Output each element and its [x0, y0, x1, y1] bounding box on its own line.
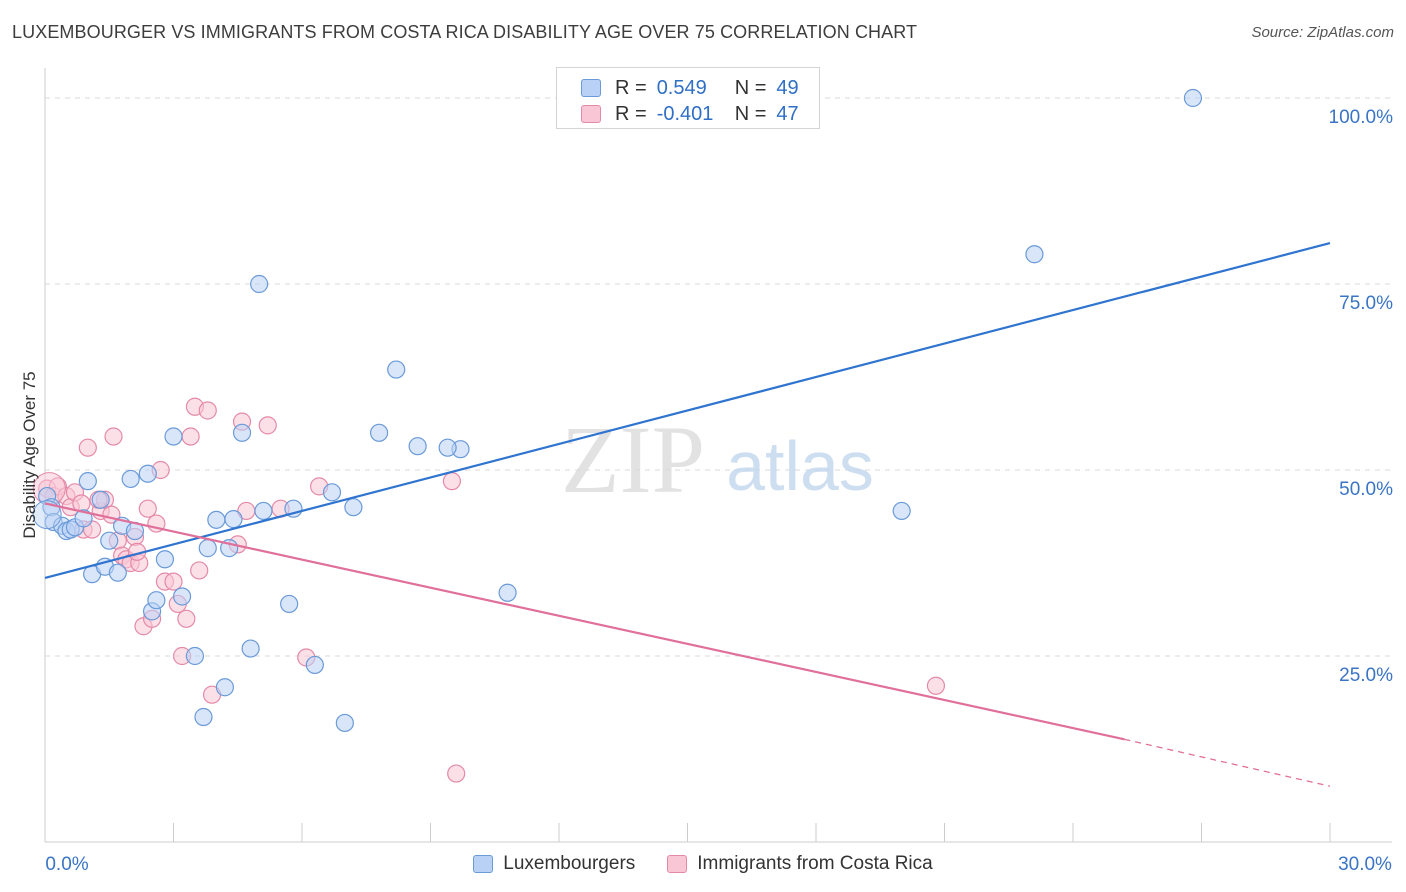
- series-legend: Luxembourgers Immigrants from Costa Rica: [0, 850, 1406, 878]
- luxembourger-point: [344, 498, 363, 517]
- y-tick-label: 25.0%: [1339, 665, 1393, 686]
- legend-swatch-blue: [581, 79, 601, 97]
- luxembourger-point: [370, 423, 389, 442]
- legend-n-label: N =: [734, 102, 767, 125]
- luxembourger-point: [155, 550, 175, 569]
- y-tick-label: 50.0%: [1339, 479, 1393, 500]
- stats-legend: R = 0.549 N = 49 R = -0.401 N = 47: [556, 67, 820, 129]
- costa-rica-point: [138, 499, 157, 518]
- chart-title: LUXEMBOURGER VS IMMIGRANTS FROM COSTA RI…: [12, 22, 918, 42]
- luxembourger-point-large: [32, 500, 62, 530]
- luxembourger-point: [498, 583, 517, 602]
- costa-rica-trend-line: [44, 502, 1125, 741]
- legend-item-label: Immigrants from Costa Rica: [697, 853, 933, 874]
- legend-row-luxembourgers: R = 0.549 N = 49: [581, 75, 799, 101]
- luxembourger-point: [164, 427, 183, 446]
- luxembourger-point: [892, 501, 911, 521]
- luxembourger-point: [198, 539, 217, 558]
- legend-r-value: -0.401: [656, 102, 714, 125]
- luxembourger-point: [250, 274, 269, 294]
- costa-rica-point: [258, 416, 277, 435]
- legend-swatch-pink: [667, 855, 688, 873]
- luxembourger-point: [1025, 245, 1044, 264]
- legend-r-label: R =: [615, 76, 647, 99]
- luxembourger-point: [207, 510, 226, 529]
- legend-r-value: 0.549: [656, 76, 707, 99]
- source-label: Source: ZipAtlas.com: [1251, 24, 1394, 41]
- legend-swatch-blue: [473, 855, 494, 873]
- series-luxembourgers-points: [32, 88, 1203, 733]
- y-tick-label: 100.0%: [1329, 107, 1394, 128]
- luxembourger-point: [172, 587, 192, 606]
- costa-rica-point: [164, 572, 183, 591]
- watermark-atlas: atlas: [726, 427, 874, 505]
- luxembourger-point: [215, 678, 234, 697]
- legend-swatch-pink: [581, 105, 601, 123]
- trend-lines: [44, 242, 1331, 787]
- luxembourger-point: [194, 707, 213, 727]
- watermark-zip: ZIP: [561, 406, 705, 513]
- costa-rica-point: [104, 427, 123, 446]
- costa-rica-point: [926, 676, 946, 695]
- luxembourger-point: [335, 713, 354, 733]
- luxembourger-point: [138, 464, 157, 483]
- costa-rica-point: [78, 438, 97, 457]
- costa-rica-point: [442, 472, 462, 491]
- legend-item-label: Luxembourgers: [503, 853, 636, 874]
- legend-n-value: 47: [776, 102, 799, 125]
- luxembourger-point: [322, 483, 342, 502]
- costa-rica-point: [447, 764, 466, 783]
- legend-n-value: 49: [776, 76, 799, 99]
- x-tick-label-min: 0.0%: [45, 854, 88, 875]
- luxembourger-point: [147, 591, 166, 610]
- y-axis-label: Disability Age Over 75: [20, 371, 39, 538]
- legend-row-costa-rica: R = -0.401 N = 47: [581, 101, 799, 127]
- x-tick-label-max: 30.0%: [1338, 854, 1392, 875]
- legend-item-costa-rica[interactable]: Immigrants from Costa Rica: [667, 853, 933, 875]
- luxembourger-point: [254, 501, 273, 521]
- luxembourger-point: [232, 423, 252, 442]
- luxembourger-point: [1183, 88, 1203, 108]
- luxembourger-point: [305, 655, 324, 675]
- luxembourger-point: [78, 472, 97, 491]
- luxembourger-point: [100, 531, 119, 550]
- luxembourger-point: [387, 360, 406, 379]
- costa-rica-trend-line-extension: [1124, 738, 1331, 787]
- costa-rica-point: [181, 427, 200, 446]
- legend-n-label: N =: [734, 76, 767, 99]
- costa-rica-point: [190, 561, 209, 580]
- luxembourger-point: [121, 469, 140, 489]
- luxembourger-point: [91, 490, 110, 509]
- luxembourger-point: [280, 594, 299, 614]
- luxembourger-point: [74, 509, 93, 528]
- luxembourger-point: [408, 437, 427, 456]
- gridlines: 25.0% 50.0% 75.0% 100.0%: [45, 97, 1394, 686]
- axes: [44, 68, 1392, 843]
- luxembourger-point: [108, 563, 127, 582]
- costa-rica-point: [177, 609, 196, 628]
- luxembourger-point: [438, 438, 457, 457]
- legend-r-label: R =: [615, 102, 647, 125]
- luxembourgers-trend-line: [44, 242, 1331, 579]
- luxembourger-point: [224, 510, 243, 529]
- luxembourger-point: [185, 646, 205, 666]
- y-tick-label: 75.0%: [1339, 293, 1393, 314]
- legend-item-luxembourgers[interactable]: Luxembourgers: [473, 853, 635, 875]
- luxembourger-point: [241, 639, 260, 658]
- costa-rica-point: [198, 401, 217, 420]
